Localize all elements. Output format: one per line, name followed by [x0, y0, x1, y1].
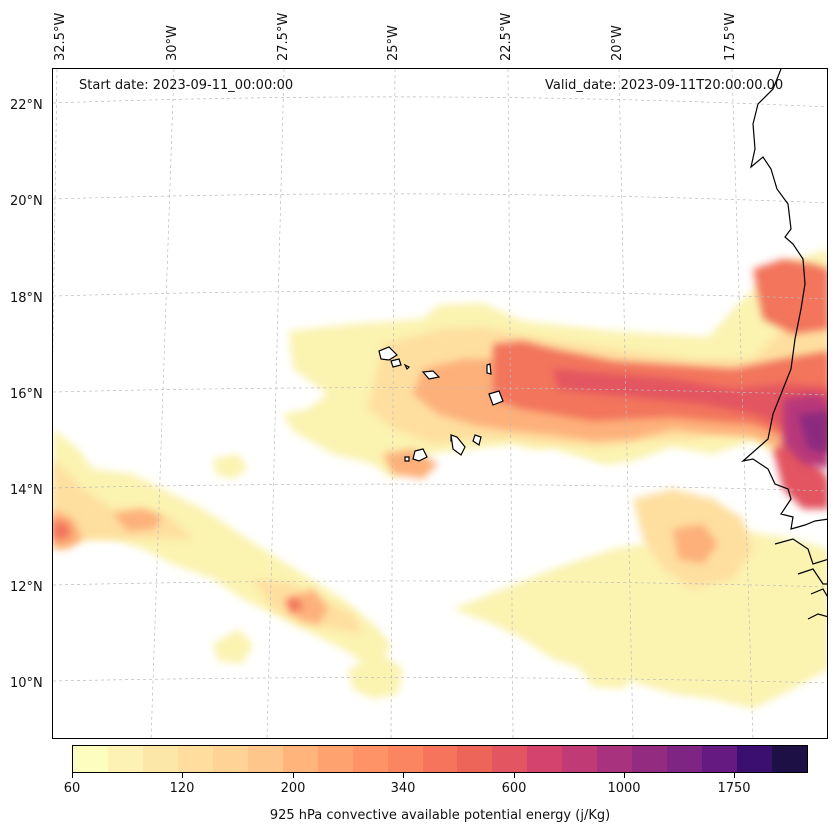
- colorbar-segment: [527, 746, 563, 772]
- lon-label: 30°W: [165, 25, 180, 61]
- cb-label: 60: [63, 781, 81, 796]
- lat-label: 10°N: [10, 676, 43, 691]
- cb-tick: [182, 773, 183, 778]
- colorbar-segment: [597, 746, 633, 772]
- colorbar-segment: [492, 746, 528, 772]
- colorbar-segment: [667, 746, 703, 772]
- map-panel: [52, 68, 828, 739]
- colorbar-segment: [247, 746, 283, 772]
- colorbar-segment: [177, 746, 213, 772]
- colorbar-segment: [457, 746, 493, 772]
- colorbar-segment: [317, 746, 353, 772]
- lon-label: 27.5°W: [276, 12, 291, 61]
- cb-label: 1750: [717, 781, 751, 796]
- cb-label: 120: [169, 781, 195, 796]
- lat-label: 12°N: [10, 580, 43, 595]
- colorbar-segment: [737, 746, 773, 772]
- start-date-label: Start date: 2023-09-11_00:00:00: [79, 78, 294, 93]
- coastline: [740, 69, 827, 620]
- cb-tick: [72, 773, 73, 778]
- cape-field: [53, 249, 827, 709]
- lon-label: 20°W: [610, 25, 625, 61]
- lat-label: 20°N: [10, 194, 43, 209]
- colorbar-segment: [352, 746, 388, 772]
- cape-very-high: [553, 369, 827, 509]
- cb-tick: [624, 773, 625, 778]
- cb-tick: [293, 773, 294, 778]
- colorbar-title: 925 hPa convective available potential e…: [269, 808, 611, 823]
- cb-label: 340: [390, 781, 416, 796]
- lat-label: 16°N: [10, 387, 43, 402]
- cb-label: 1000: [607, 781, 641, 796]
- colorbar-segment: [212, 746, 248, 772]
- lat-label: 18°N: [10, 291, 43, 306]
- cb-tick: [403, 773, 404, 778]
- colorbar-segment: [73, 746, 108, 772]
- colorbar-segment: [282, 746, 318, 772]
- gridlines: [53, 69, 827, 738]
- colorbar-segment: [107, 746, 143, 772]
- lon-label: 17.5°W: [723, 12, 738, 61]
- lon-label: 22.5°W: [499, 12, 514, 61]
- cb-label: 200: [280, 781, 306, 796]
- valid-date-label: Valid_date: 2023-09-11T20:00:00.00: [545, 78, 784, 93]
- cb-label: 600: [501, 781, 527, 796]
- lat-label: 22°N: [10, 98, 43, 113]
- cape-peak: [798, 411, 827, 454]
- colorbar-segment: [772, 746, 808, 772]
- colorbar-segment: [632, 746, 668, 772]
- cape-low: [53, 249, 827, 709]
- colorbar: [72, 745, 808, 773]
- lon-label: 32.5°W: [53, 12, 68, 61]
- colorbar-segment: [422, 746, 458, 772]
- colorbar-segment: [387, 746, 423, 772]
- map-canvas: [53, 69, 827, 738]
- lon-label: 25°W: [386, 25, 401, 61]
- colorbar-segment: [142, 746, 178, 772]
- cb-tick: [514, 773, 515, 778]
- colorbar-segment: [702, 746, 738, 772]
- islands: [378, 346, 504, 462]
- cb-tick: [734, 773, 735, 778]
- lat-label: 14°N: [10, 483, 43, 498]
- colorbar-segment: [562, 746, 598, 772]
